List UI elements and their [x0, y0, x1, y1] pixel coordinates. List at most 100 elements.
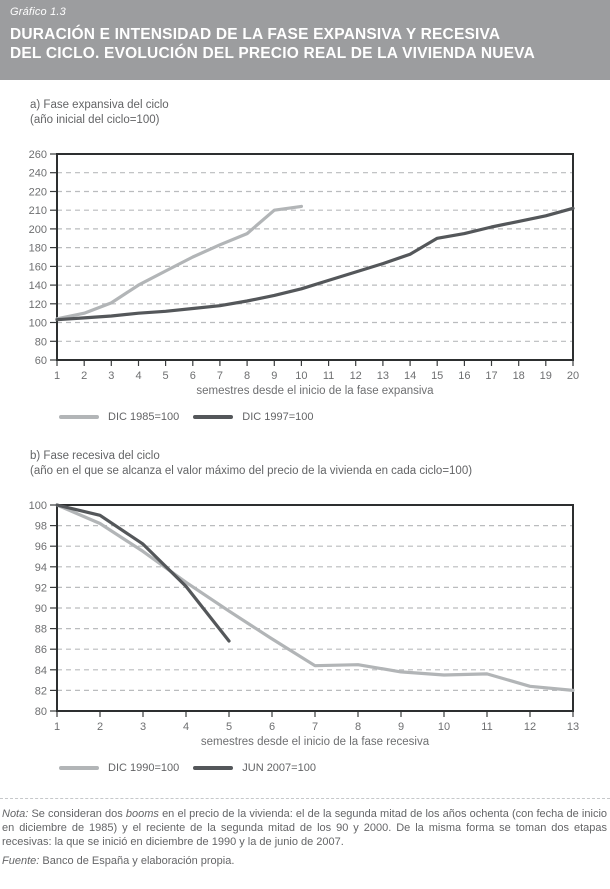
svg-text:18: 18	[513, 370, 525, 382]
legend-item-dic1990: DIC 1990=100	[59, 762, 179, 774]
svg-text:2: 2	[97, 721, 103, 733]
svg-text:13: 13	[567, 721, 579, 733]
note-italic-segment: booms	[125, 808, 159, 820]
svg-text:3: 3	[108, 370, 114, 382]
note-text: Nota: Se consideran dos booms en el prec…	[2, 807, 607, 849]
y-axis: 100 98 96 94 92 90 88 86 84 82 80	[29, 501, 57, 718]
x-axis: 1 2 3 4 5 6 7 8 9 10 11 12 13	[54, 711, 579, 733]
legend-item-dic1997: DIC 1997=100	[193, 411, 314, 423]
chart-number: Gráfico 1.3	[10, 6, 67, 18]
svg-text:90: 90	[35, 603, 47, 615]
svg-text:92: 92	[35, 582, 47, 594]
svg-text:5: 5	[163, 370, 169, 382]
svg-text:16: 16	[458, 370, 470, 382]
chart-header: Gráfico 1.3 DURACIÓN E INTENSIDAD DE LA …	[0, 0, 610, 80]
legend-swatch-dic1985	[59, 415, 99, 419]
plot-border	[56, 504, 574, 712]
legend-label-dic1990: DIC 1990=100	[108, 762, 180, 774]
svg-text:7: 7	[217, 370, 223, 382]
note-segment: Se consideran dos	[28, 808, 126, 820]
svg-text:160: 160	[29, 261, 47, 273]
series-line-dic-1985-100	[55, 204, 303, 321]
panel-b-title-line: b) Fase recesiva del ciclo	[30, 450, 160, 462]
svg-text:80: 80	[35, 706, 47, 718]
series-line-dic-1997-100	[55, 206, 575, 322]
svg-text:19: 19	[540, 370, 552, 382]
legend-label-jun2007: JUN 2007=100	[242, 762, 316, 774]
chart-title: DURACIÓN E INTENSIDAD DE LA FASE EXPANSI…	[10, 25, 600, 63]
svg-text:8: 8	[355, 721, 361, 733]
svg-text:13: 13	[377, 370, 389, 382]
svg-text:12: 12	[350, 370, 362, 382]
x-axis-label-b: semestres desde el inicio de la fase rec…	[200, 736, 430, 748]
svg-text:11: 11	[323, 370, 334, 382]
fuente-text: Fuente: Banco de España y elaboración pr…	[2, 854, 607, 868]
svg-text:4: 4	[135, 370, 141, 382]
svg-text:180: 180	[29, 243, 47, 255]
legend-label-dic1985: DIC 1985=100	[108, 411, 180, 423]
y-gridlines	[57, 172, 573, 342]
chart-title-line1: DURACIÓN E INTENSIDAD DE LA FASE EXPANSI…	[10, 26, 501, 43]
svg-text:100: 100	[29, 501, 47, 512]
panel-recessive-phase: b) Fase recesiva del ciclo (año en el qu…	[20, 449, 590, 774]
note-segment: en el precio de la vivienda: el de la se…	[2, 808, 608, 848]
x-axis: 1 2 3 4 5 6 7 8 9 10 11 12 13 14 15 16 17 18 19 20	[54, 360, 579, 382]
legend-a: DIC 1985=100 DIC 1997=100	[59, 411, 590, 423]
svg-text:11: 11	[481, 721, 492, 733]
svg-text:94: 94	[35, 562, 47, 574]
svg-text:82: 82	[35, 685, 47, 697]
svg-text:86: 86	[35, 644, 47, 656]
note-italic-segment: Fuente:	[2, 855, 40, 867]
note-segment: Banco de España y elaboración propia.	[39, 855, 235, 867]
plot-border	[56, 153, 574, 361]
svg-text:88: 88	[35, 624, 47, 636]
panel-expansive-phase: a) Fase expansiva del ciclo (año inicial…	[20, 98, 590, 423]
panel-a-subtitle: a) Fase expansiva del ciclo (año inicial…	[30, 98, 590, 128]
svg-text:4: 4	[183, 721, 189, 733]
chart-title-line2: DEL CICLO. EVOLUCIÓN DEL PRECIO REAL DE …	[10, 45, 535, 62]
svg-text:7: 7	[312, 721, 318, 733]
svg-text:12: 12	[524, 721, 536, 733]
svg-text:9: 9	[398, 721, 404, 733]
svg-text:20: 20	[567, 370, 579, 382]
svg-text:210: 210	[29, 205, 47, 217]
svg-text:84: 84	[35, 665, 47, 677]
svg-text:5: 5	[226, 721, 232, 733]
svg-text:3: 3	[140, 721, 146, 733]
legend-item-dic1985: DIC 1985=100	[59, 411, 179, 423]
legend-swatch-dic1990	[59, 766, 99, 770]
svg-text:1: 1	[54, 370, 60, 382]
svg-text:120: 120	[29, 299, 47, 311]
svg-text:140: 140	[29, 280, 47, 292]
svg-text:6: 6	[190, 370, 196, 382]
svg-text:96: 96	[35, 541, 47, 553]
legend-b: DIC 1990=100 JUN 2007=100	[59, 762, 590, 774]
svg-text:6: 6	[269, 721, 275, 733]
panel-b-index-note: (año en el que se alcanza el valor máxim…	[30, 465, 473, 477]
legend-swatch-dic1997	[193, 415, 234, 419]
legend-swatch-jun2007	[193, 766, 234, 770]
svg-text:2: 2	[81, 370, 87, 382]
panel-a-title-line: a) Fase expansiva del ciclo	[30, 99, 169, 111]
footer-divider	[0, 798, 610, 799]
svg-text:15: 15	[431, 370, 443, 382]
svg-text:8: 8	[244, 370, 250, 382]
svg-text:60: 60	[35, 355, 47, 367]
svg-text:10: 10	[295, 370, 307, 382]
note-italic-segment: Nota:	[2, 808, 29, 820]
svg-text:100: 100	[29, 318, 47, 330]
svg-text:9: 9	[271, 370, 277, 382]
svg-text:17: 17	[485, 370, 497, 382]
svg-text:260: 260	[29, 150, 47, 161]
legend-item-jun2007: JUN 2007=100	[193, 762, 316, 774]
x-axis-label-a: semestres desde el inicio de la fase exp…	[196, 385, 434, 397]
series-line-jun-2007-100	[55, 503, 231, 643]
svg-text:220: 220	[29, 187, 47, 199]
y-axis: 260 240 220 210 200 180 160 140 120 100 80 60	[29, 150, 57, 367]
series-line-dic-1990-100	[55, 503, 575, 692]
svg-text:10: 10	[438, 721, 450, 733]
svg-text:98: 98	[35, 521, 47, 533]
legend-label-dic1997: DIC 1997=100	[242, 411, 314, 423]
